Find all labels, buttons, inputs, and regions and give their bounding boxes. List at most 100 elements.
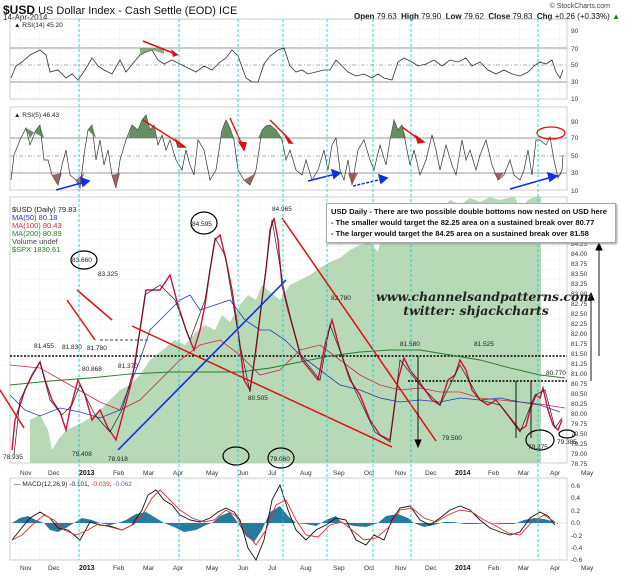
svg-text:81.25: 81.25: [571, 361, 588, 368]
svg-text:81.75: 81.75: [571, 341, 588, 348]
svg-text:79.75: 79.75: [571, 421, 588, 428]
svg-text:81.50: 81.50: [571, 351, 588, 358]
svg-text:84.25: 84.25: [571, 241, 588, 248]
svg-text:2014: 2014: [455, 565, 471, 572]
svg-text:Feb: Feb: [113, 565, 125, 572]
legend-ma100: MA(100) 80.43: [12, 221, 62, 230]
low-value: 79.62: [463, 12, 484, 21]
svg-text:83.75: 83.75: [571, 261, 588, 268]
legend-ma200: MA(200) 80.89: [12, 229, 62, 238]
svg-text:82.50: 82.50: [571, 311, 588, 318]
annotation-line1: - The smaller would target the 82.25 are…: [331, 218, 595, 227]
svg-text:78.75: 78.75: [571, 461, 588, 468]
svg-text:Nov: Nov: [20, 470, 32, 477]
low-label: Low: [445, 12, 462, 21]
svg-text:Aug: Aug: [300, 470, 312, 477]
svg-text:81.455: 81.455: [34, 343, 54, 350]
svg-text:-0.6: -0.6: [571, 557, 583, 564]
svg-text:0.2: 0.2: [571, 508, 580, 515]
ohlc-summary: Open 79.63 High 79.90 Low 79.62 Close 79…: [354, 12, 620, 21]
svg-text:Mar: Mar: [143, 470, 155, 477]
svg-text:May: May: [206, 470, 219, 477]
svg-text:Mar: Mar: [518, 565, 530, 572]
price-legend: $USD (Daily) 79.83 MA(50) 80.18 MA(100) …: [12, 206, 77, 254]
chart-date: 14-Apr-2014: [3, 13, 48, 22]
svg-text:79.500: 79.500: [442, 435, 462, 442]
svg-text:79.50: 79.50: [571, 431, 588, 438]
svg-text:83.00: 83.00: [571, 291, 588, 298]
svg-text:82.780: 82.780: [331, 295, 351, 302]
svg-text:2014: 2014: [455, 470, 471, 477]
svg-text:Aug: Aug: [300, 565, 312, 572]
svg-text:79.25: 79.25: [571, 441, 588, 448]
svg-text:May: May: [581, 565, 594, 572]
svg-text:82.25: 82.25: [571, 321, 588, 328]
svg-text:81.780: 81.780: [87, 345, 107, 352]
svg-text:0.6: 0.6: [571, 483, 580, 490]
svg-text:Jun: Jun: [238, 565, 249, 572]
svg-text:70: 70: [571, 46, 579, 53]
close-value: 79.83: [512, 12, 533, 21]
svg-text:80.25: 80.25: [571, 401, 588, 408]
symbol: $USD: [3, 3, 36, 17]
high-value: 79.90: [421, 12, 442, 21]
symbol-name: US Dollar Index - Cash Settle (EOD) ICE: [38, 5, 238, 17]
svg-text:-0.4: -0.4: [571, 545, 583, 552]
svg-text:Mar: Mar: [143, 565, 155, 572]
svg-text:30: 30: [571, 79, 579, 86]
open-label: Open: [353, 12, 375, 21]
annotation-title: USD Daily - There are two possible doubl…: [331, 207, 607, 216]
svg-text:10: 10: [571, 96, 579, 103]
svg-text:80.75: 80.75: [571, 381, 588, 388]
x-axis-price: Nov Dec 2013 Feb Mar Apr May Jun Jul Aug Sep Oct Nov…: [20, 470, 594, 477]
svg-text:78.918: 78.918: [108, 456, 128, 463]
svg-text:May: May: [206, 565, 219, 572]
price-panel: 78.935 81.455 80.868 79.408 78.918 83.66…: [0, 196, 603, 469]
svg-text:Sep: Sep: [333, 565, 345, 572]
svg-text:Nov: Nov: [395, 470, 407, 477]
svg-text:Mar: Mar: [518, 470, 530, 477]
svg-text:83.25: 83.25: [571, 281, 588, 288]
watermark: www.channelsandpatterns.com twitter: shj…: [376, 290, 593, 318]
macd-label: — MACD(12,26,9) -0.101, -0.039, -0.062: [14, 481, 132, 488]
svg-text:84.965: 84.965: [272, 206, 292, 213]
svg-text:50: 50: [571, 62, 579, 69]
svg-text:2013: 2013: [79, 470, 95, 477]
svg-text:50: 50: [571, 153, 579, 160]
svg-text:83.325: 83.325: [98, 271, 118, 278]
svg-text:70: 70: [571, 135, 579, 142]
rsi5-axis: 90 70 50 30 10: [571, 119, 579, 195]
svg-text:Dec: Dec: [48, 565, 60, 572]
svg-text:Dec: Dec: [425, 565, 437, 572]
chg-value: +0.26 (+0.33%): [554, 12, 610, 21]
chart-header: $USD US Dollar Index - Cash Settle (EOD)…: [0, 0, 640, 22]
rsi5-panel: ▲ RSI(5) 46.43 90 70 50 30 10: [9, 106, 579, 195]
svg-text:Jul: Jul: [268, 565, 277, 572]
svg-text:Jun: Jun: [238, 470, 249, 477]
svg-text:30: 30: [571, 170, 579, 177]
svg-text:79.408: 79.408: [72, 451, 92, 458]
svg-text:Feb: Feb: [488, 470, 500, 477]
svg-text:83.50: 83.50: [571, 271, 588, 278]
legend-usd: $USD (Daily) 79.83: [12, 205, 77, 214]
x-axis-macd: Nov Dec 2013 Feb Mar Apr May Jun Jul Aug Sep Oct Nov…: [20, 565, 594, 572]
svg-text:81.525: 81.525: [474, 341, 494, 348]
svg-text:80.868: 80.868: [82, 366, 102, 373]
cycle-markers: [78, 19, 539, 560]
legend-volume: Volume undef: [12, 237, 58, 246]
rsi14-label: ▲ RSI(14) 45.20: [14, 22, 63, 29]
svg-text:81.00: 81.00: [571, 371, 588, 378]
svg-text:0.0: 0.0: [571, 520, 580, 527]
triangle-up-icon: ▲: [612, 12, 620, 21]
svg-text:Nov: Nov: [20, 565, 32, 572]
svg-text:Jul: Jul: [268, 470, 277, 477]
watermark-twitter: twitter: shjackcharts: [403, 303, 549, 318]
price-labels: 78.935 81.455 80.868 79.408 78.918 83.66…: [3, 206, 577, 463]
svg-text:Feb: Feb: [488, 565, 500, 572]
rsi5-label: ▲ RSI(5) 46.43: [14, 112, 59, 119]
svg-text:90: 90: [571, 28, 579, 35]
close-label: Close: [488, 12, 511, 21]
open-value: 79.63: [376, 12, 397, 21]
svg-text:84.595: 84.595: [192, 221, 212, 228]
